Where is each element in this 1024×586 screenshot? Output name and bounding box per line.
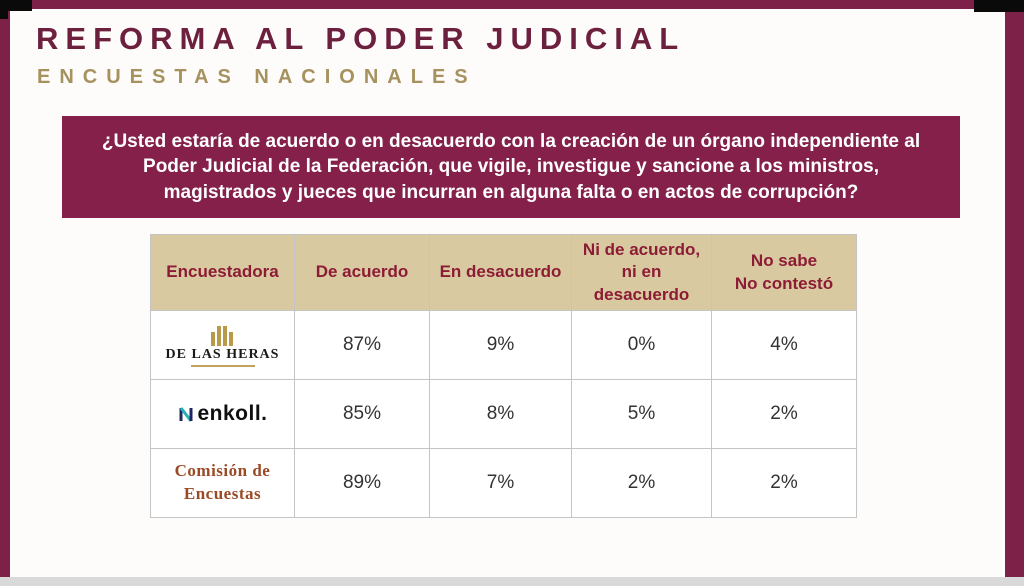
survey-results-table: Encuestadora De acuerdo En desacuerdo Ni… bbox=[150, 234, 857, 518]
question-text: ¿Usted estaría de acuerdo o en desacuerd… bbox=[101, 131, 921, 203]
video-corner-artifact-top-left bbox=[0, 0, 32, 11]
video-corner-artifact-top-right bbox=[974, 0, 1024, 12]
cell-enkoll-ni-de-acuerdo: 5% bbox=[571, 379, 712, 449]
cell-comision-de-acuerdo: 89% bbox=[294, 448, 430, 518]
cell-de-las-heras-de-acuerdo: 87% bbox=[294, 310, 430, 380]
de-las-heras-logo: DE LAS HERAS bbox=[151, 324, 294, 367]
cell-enkoll-no-sabe: 2% bbox=[711, 379, 857, 449]
header-en-desacuerdo: En desacuerdo bbox=[429, 234, 572, 311]
cell-comision-ni-de-acuerdo: 2% bbox=[571, 448, 712, 518]
pollster-cell-de-las-heras: DE LAS HERAS bbox=[150, 310, 295, 380]
page-subtitle: ENCUESTAS NACIONALES bbox=[37, 66, 477, 88]
enkoll-logo-icon bbox=[179, 407, 193, 422]
cell-de-las-heras-ni-de-acuerdo: 0% bbox=[571, 310, 712, 380]
slide-border-left bbox=[0, 0, 10, 577]
table-header-row: Encuestadora De acuerdo En desacuerdo Ni… bbox=[150, 234, 857, 311]
header-no-sabe: No sabe No contestó bbox=[711, 234, 857, 311]
pollster-name-comision: Comisión de Encuestas bbox=[174, 461, 271, 503]
cell-enkoll-de-acuerdo: 85% bbox=[294, 379, 430, 449]
de-las-heras-logo-icon bbox=[210, 325, 233, 346]
pollster-cell-enkoll: enkoll. bbox=[150, 379, 295, 449]
cell-comision-no-sabe: 2% bbox=[711, 448, 857, 518]
cell-enkoll-en-desacuerdo: 8% bbox=[429, 379, 572, 449]
header-ni-de-acuerdo: Ni de acuerdo, ni en desacuerdo bbox=[571, 234, 712, 311]
header-de-acuerdo: De acuerdo bbox=[294, 234, 430, 311]
table-row-comision-de-encuestas: Comisión de Encuestas 89% 7% 2% 2% bbox=[150, 448, 857, 518]
header-encuestadora: Encuestadora bbox=[150, 234, 295, 311]
de-las-heras-tagline-mark bbox=[190, 364, 255, 367]
pollster-name-enkoll: enkoll. bbox=[197, 402, 268, 425]
slide-border-top bbox=[0, 0, 1024, 9]
slide-bottom-strip bbox=[0, 577, 1024, 586]
pollster-cell-comision: Comisión de Encuestas bbox=[150, 448, 295, 518]
pollster-name-de-las-heras: DE LAS HERAS bbox=[165, 346, 280, 362]
video-corner-artifact-top-left-vertical bbox=[0, 0, 8, 19]
cell-comision-en-desacuerdo: 7% bbox=[429, 448, 572, 518]
cell-de-las-heras-en-desacuerdo: 9% bbox=[429, 310, 572, 380]
page-title: REFORMA AL PODER JUDICIAL bbox=[36, 21, 686, 56]
cell-de-las-heras-no-sabe: 4% bbox=[711, 310, 857, 380]
slide-border-right bbox=[1005, 0, 1024, 586]
table-row-enkoll: enkoll. 85% 8% 5% 2% bbox=[150, 379, 857, 449]
enkoll-logo: enkoll. bbox=[151, 402, 294, 426]
question-banner: ¿Usted estaría de acuerdo o en desacuerd… bbox=[62, 116, 960, 218]
table-row-de-las-heras: DE LAS HERAS 87% 9% 0% 4% bbox=[150, 310, 857, 380]
